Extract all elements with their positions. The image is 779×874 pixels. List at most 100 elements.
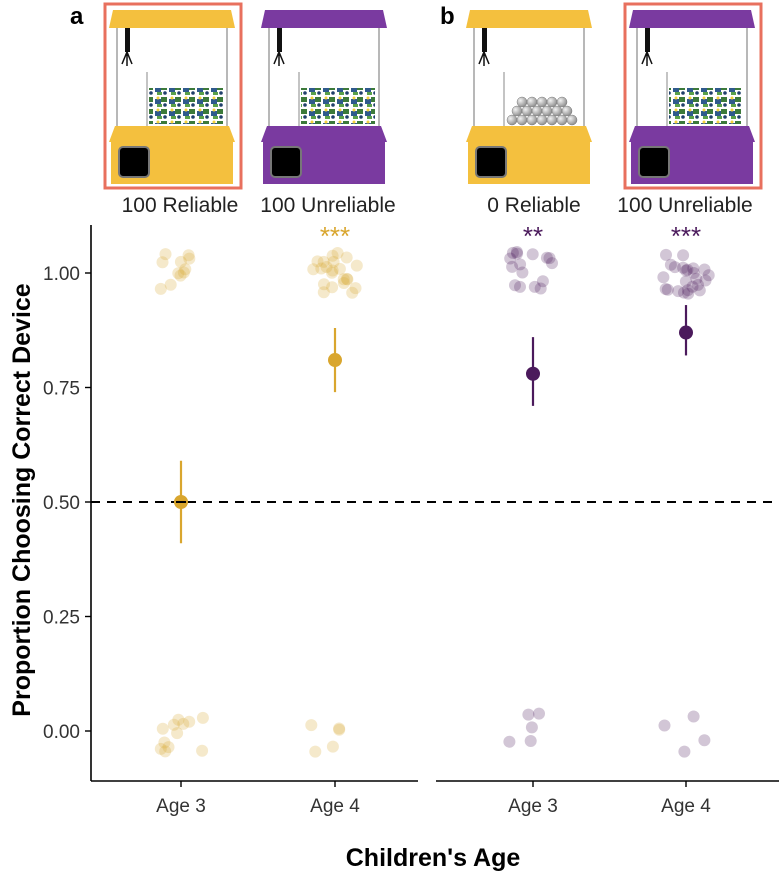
raw-point xyxy=(307,263,320,276)
raw-point xyxy=(167,718,180,731)
raw-point xyxy=(326,249,339,262)
raw-point xyxy=(154,742,167,755)
raw-point xyxy=(659,283,672,295)
group-a-3 xyxy=(154,248,209,758)
ball xyxy=(546,96,558,108)
raw-point xyxy=(525,721,538,734)
claw-arm xyxy=(482,28,487,52)
ball xyxy=(541,105,553,117)
raw-point xyxy=(664,258,677,271)
data-points: *** ** *** xyxy=(154,221,715,758)
raw-point xyxy=(337,273,350,286)
raw-point xyxy=(692,278,704,291)
raw-point xyxy=(686,280,699,293)
ball xyxy=(536,96,548,108)
raw-point xyxy=(682,287,695,300)
ball xyxy=(566,114,578,126)
raw-point xyxy=(660,248,672,261)
significance-label: ** xyxy=(523,221,543,251)
ball xyxy=(516,114,528,126)
y-tick-label-0: 0.00 xyxy=(43,722,80,743)
claw-icon xyxy=(121,50,133,66)
y-tick-label-1: 0.25 xyxy=(43,608,80,629)
raw-point xyxy=(172,267,185,280)
raw-point xyxy=(540,251,553,264)
raw-point xyxy=(182,249,195,262)
raw-point xyxy=(506,246,519,259)
toy-pile xyxy=(669,88,743,124)
raw-point xyxy=(305,719,318,732)
raw-point xyxy=(174,269,187,282)
x-axis-title: Children's Age xyxy=(346,844,521,872)
claw-machine-a-1 xyxy=(103,2,243,190)
ball xyxy=(556,96,568,108)
raw-point xyxy=(337,277,350,289)
group-a-4: *** xyxy=(305,221,363,758)
ball xyxy=(506,114,518,126)
raw-point xyxy=(687,262,700,275)
ball xyxy=(561,105,573,117)
raw-point xyxy=(177,266,190,279)
raw-point xyxy=(687,710,700,723)
raw-point xyxy=(680,264,693,277)
panel-letter-a: a xyxy=(70,3,84,30)
raw-point xyxy=(522,708,535,721)
raw-point xyxy=(333,723,346,736)
raw-point xyxy=(317,286,330,299)
raw-point xyxy=(156,256,169,269)
group-b-3: ** xyxy=(503,221,558,748)
machine-top xyxy=(261,10,387,28)
raw-point xyxy=(698,263,711,276)
raw-point xyxy=(196,711,209,724)
raw-point xyxy=(177,717,190,730)
raw-point xyxy=(687,267,700,279)
ball xyxy=(536,114,548,126)
ball-pile xyxy=(506,96,578,126)
x-tick-label-b-age3: Age 3 xyxy=(508,796,558,817)
prize-door xyxy=(638,146,670,178)
raw-point xyxy=(679,275,692,288)
raw-point xyxy=(672,285,685,298)
raw-point xyxy=(543,252,556,265)
raw-point xyxy=(534,282,547,295)
raw-point xyxy=(546,257,558,270)
ball xyxy=(531,105,543,117)
raw-point xyxy=(506,260,519,273)
raw-point xyxy=(183,715,196,728)
raw-point xyxy=(349,282,362,295)
raw-point xyxy=(162,741,175,754)
group-b-4: *** xyxy=(657,221,715,758)
prize-door xyxy=(475,146,507,178)
raw-point xyxy=(326,740,339,753)
raw-point xyxy=(681,263,694,276)
raw-point xyxy=(320,261,333,273)
raw-point xyxy=(350,259,363,272)
raw-point xyxy=(516,266,529,279)
significance-label: *** xyxy=(320,221,350,251)
raw-point xyxy=(699,274,712,287)
raw-point xyxy=(510,246,523,258)
y-tick-label-4: 1.00 xyxy=(43,264,80,285)
machine-top xyxy=(466,10,592,28)
raw-point xyxy=(317,255,330,268)
raw-point xyxy=(514,258,527,271)
ball xyxy=(551,105,563,117)
raw-point xyxy=(172,713,185,726)
raw-point xyxy=(156,722,169,735)
raw-point xyxy=(526,248,539,261)
raw-point xyxy=(340,272,353,285)
machine-counter xyxy=(261,126,387,142)
raw-point xyxy=(528,280,541,293)
raw-point xyxy=(514,280,526,293)
machine-top xyxy=(109,10,235,28)
machine-label-b-reliable: 0 Reliable xyxy=(487,194,580,217)
machine-counter xyxy=(466,126,592,142)
ball xyxy=(526,96,538,108)
raw-point xyxy=(326,281,339,294)
y-tick-label-2: 0.50 xyxy=(43,493,80,514)
machine-counter xyxy=(629,126,755,142)
y-ticks: 0.00 0.25 0.50 0.75 1.00 xyxy=(43,264,91,743)
machine-illustrations xyxy=(103,2,763,190)
raw-point xyxy=(504,252,517,265)
mean-point xyxy=(526,366,540,381)
